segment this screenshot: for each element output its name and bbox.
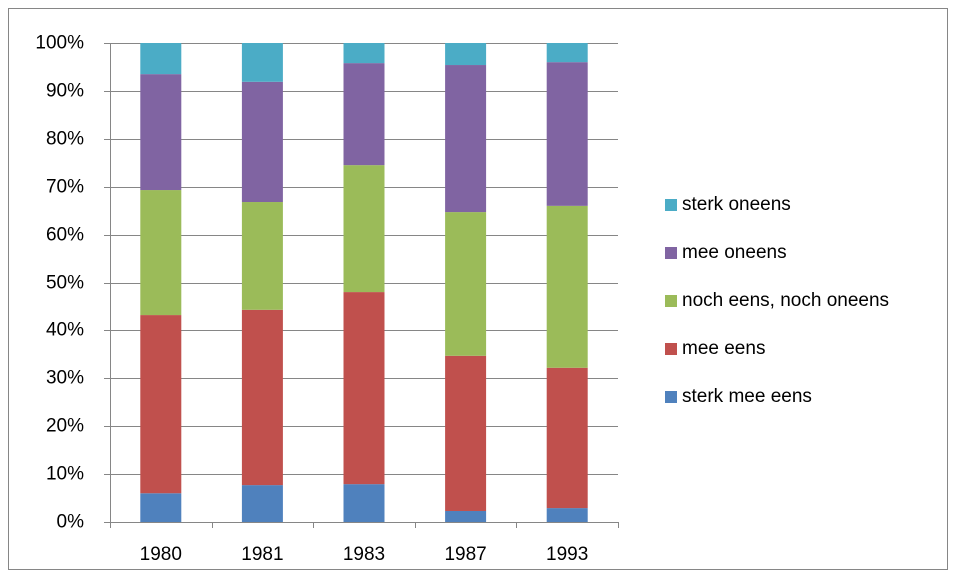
bar-segment <box>546 205 588 368</box>
bar-segment <box>445 510 487 522</box>
legend-label: mee oneens <box>682 242 787 263</box>
legend-label: mee eens <box>682 338 765 359</box>
y-tick-label: 10% <box>46 464 84 485</box>
bar-segment <box>343 292 385 485</box>
bar-segment <box>546 43 588 63</box>
bar-segment <box>241 81 283 203</box>
bar-segment <box>343 43 385 64</box>
bar-segment <box>546 508 588 522</box>
legend-swatch <box>665 391 677 403</box>
x-tick-label: 1987 <box>444 544 486 565</box>
y-tick-label: 100% <box>35 33 84 54</box>
bar-segment <box>241 309 283 486</box>
bar-segment <box>140 43 182 75</box>
y-tick-label: 60% <box>46 225 84 246</box>
y-tick-label: 70% <box>46 177 84 198</box>
y-tick-label: 50% <box>46 273 84 294</box>
legend-swatch <box>665 295 677 307</box>
legend-label: noch eens, noch oneens <box>682 290 889 311</box>
y-tick-label: 90% <box>46 81 84 102</box>
x-tick-label: 1981 <box>241 544 283 565</box>
bar-segment <box>445 43 487 66</box>
x-tick-label: 1980 <box>140 544 182 565</box>
bar-segment <box>241 43 283 82</box>
legend-label: sterk mee eens <box>682 386 812 407</box>
y-tick-label: 30% <box>46 368 84 389</box>
bar-segment <box>343 165 385 293</box>
legend-swatch <box>665 343 677 355</box>
bar-segment <box>140 315 182 494</box>
bar-segment <box>241 485 283 522</box>
bar-segment <box>546 62 588 206</box>
legend-swatch <box>665 199 677 211</box>
x-tick-label: 1993 <box>546 544 588 565</box>
bar-segment <box>445 355 487 511</box>
bar-segment <box>546 367 588 509</box>
y-tick-label: 80% <box>46 129 84 150</box>
y-tick-label: 40% <box>46 320 84 341</box>
bar-segment <box>140 190 182 316</box>
bar-segment <box>343 63 385 166</box>
x-tick-label: 1983 <box>343 544 385 565</box>
bar-segment <box>343 484 385 522</box>
bar-segment <box>241 202 283 310</box>
bar-segment <box>140 74 182 191</box>
legend-label: sterk oneens <box>682 194 791 215</box>
y-tick-label: 20% <box>46 416 84 437</box>
legend-swatch <box>665 247 677 259</box>
bar-segment <box>445 212 487 356</box>
bar-segment <box>140 493 182 522</box>
y-tick-label: 0% <box>57 512 85 533</box>
bar-segment <box>445 65 487 213</box>
